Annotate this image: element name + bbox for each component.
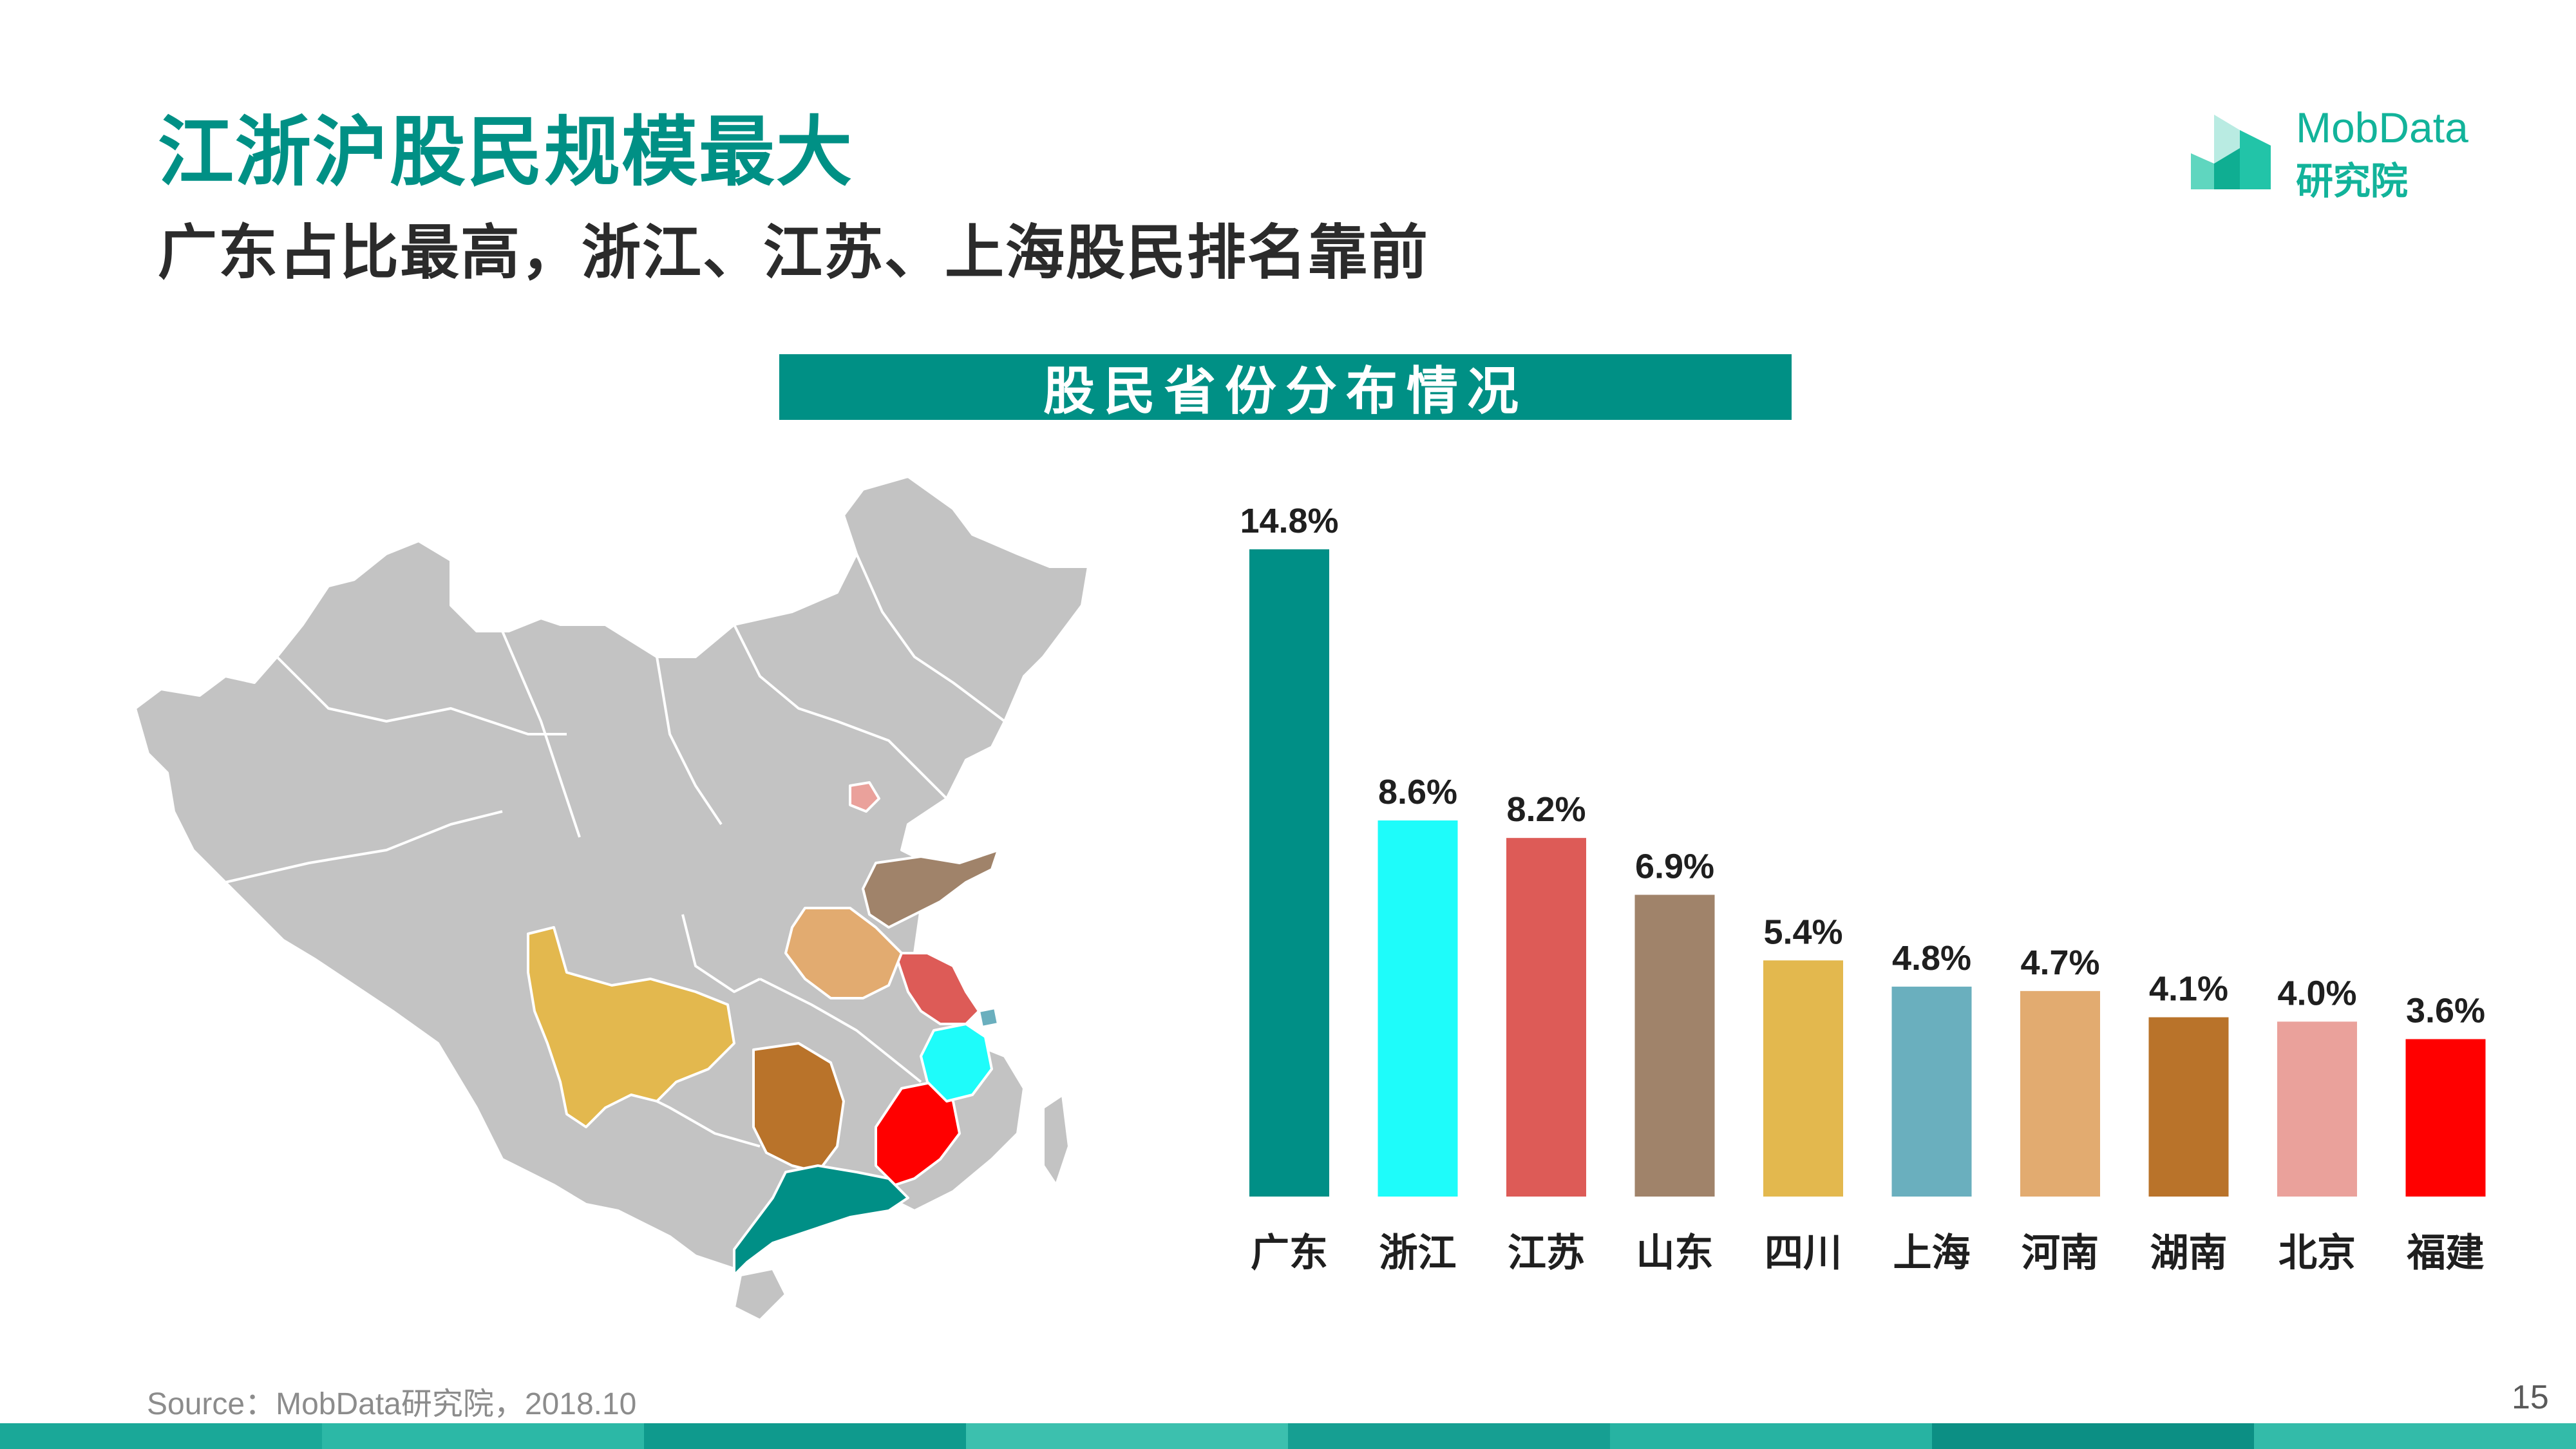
province-hunan [752, 1042, 845, 1173]
bar-山东 [1634, 895, 1715, 1197]
china-province-map [134, 475, 1090, 1321]
category-label: 浙江 [1379, 1231, 1457, 1276]
footer-stripe-segment [1288, 1423, 1610, 1449]
bar-湖南 [2148, 1017, 2229, 1197]
map-hainan [733, 1267, 787, 1321]
province-bar-chart: 14.8% 广东 8.6% 浙江 8.2% 江苏 6.9% 山东 5.4% 四川 4.8% 上海 4.7… [1240, 502, 2486, 1276]
mobdata-logo: MobData 研究院 [2183, 103, 2492, 203]
footer-stripe-segment [0, 1423, 322, 1449]
province-beijing [849, 781, 880, 813]
bar-value-label: 8.6% [1378, 773, 1457, 811]
bar-value-label: 8.2% [1506, 790, 1586, 829]
category-label: 四川 [1765, 1231, 1842, 1276]
province-shanghai [978, 1007, 999, 1028]
province-shandong [862, 849, 999, 929]
footer-stripe [0, 1423, 2576, 1449]
source-note: Source：MobData研究院，2018.10 [147, 1387, 637, 1421]
logo-text-mobdata: MobData [2296, 104, 2468, 151]
bar-上海 [1891, 987, 1972, 1197]
category-label: 广东 [1251, 1231, 1328, 1276]
bar-江苏 [1506, 838, 1586, 1197]
footer-stripe-segment [644, 1423, 966, 1449]
category-label: 北京 [2278, 1231, 2356, 1276]
bar-四川 [1763, 960, 1843, 1197]
page-title: 江浙沪股民规模最大 [158, 108, 854, 196]
category-label: 山东 [1636, 1231, 1714, 1276]
category-label: 江苏 [1508, 1231, 1585, 1276]
footer-stripe-segment [322, 1423, 644, 1449]
bar-福建 [2405, 1039, 2486, 1197]
category-label: 福建 [2407, 1231, 2485, 1276]
chart-title: 股民省份分布情况 [779, 354, 1792, 421]
category-label: 湖南 [2150, 1231, 2228, 1276]
map-landmass [134, 475, 1090, 1270]
category-label: 河南 [2022, 1231, 2099, 1276]
bar-河南 [2020, 990, 2100, 1197]
building-logo-icon [2191, 115, 2271, 189]
footer-stripe-segment [1610, 1423, 1932, 1449]
page-subtitle: 广东占比最高，浙江、江苏、上海股民排名靠前 [158, 218, 1430, 287]
category-label: 上海 [1893, 1231, 1971, 1276]
page-number: 15 [2512, 1379, 2549, 1416]
bar-value-label: 3.6% [2406, 992, 2485, 1030]
province-henan [784, 907, 903, 999]
bar-value-label: 4.0% [2277, 974, 2356, 1012]
footer-stripe-segment [1932, 1423, 2254, 1449]
bar-value-label: 6.9% [1635, 847, 1714, 886]
bar-广东 [1249, 549, 1329, 1197]
footer-stripe-segment [966, 1423, 1288, 1449]
footer-stripe-segment [2254, 1423, 2576, 1449]
province-jiangsu [894, 952, 980, 1025]
province-zhejiang [920, 1023, 993, 1103]
map-taiwan [1042, 1094, 1070, 1186]
bar-浙江 [1378, 820, 1458, 1197]
bar-value-label: 14.8% [1240, 502, 1338, 540]
bar-value-label: 4.7% [2020, 943, 2099, 982]
bar-value-label: 4.1% [2149, 970, 2228, 1009]
bar-北京 [2277, 1021, 2357, 1197]
bar-value-label: 5.4% [1763, 913, 1842, 951]
bar-value-label: 4.8% [1892, 939, 1971, 978]
province-guangdong [733, 1164, 909, 1276]
province-sichuan [527, 926, 735, 1128]
logo-text-institute: 研究院 [2296, 159, 2409, 203]
